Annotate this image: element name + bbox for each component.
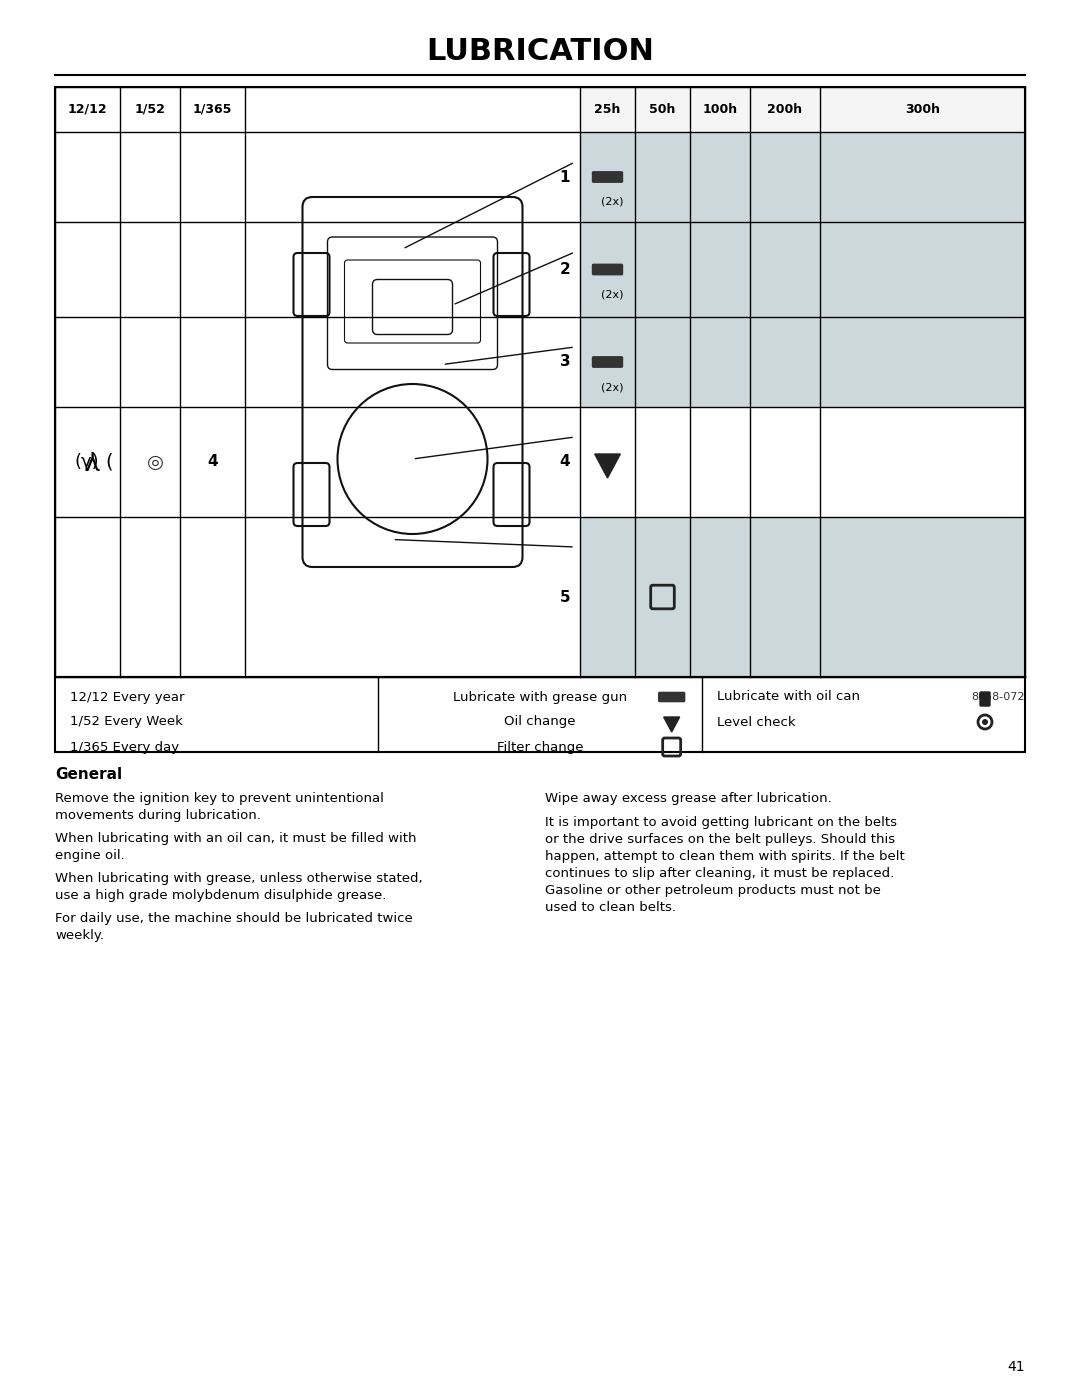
Bar — [580, 517, 1025, 678]
FancyBboxPatch shape — [593, 172, 622, 182]
Text: 25h: 25h — [594, 103, 621, 116]
Text: 2: 2 — [559, 263, 570, 277]
Text: Filter change: Filter change — [497, 740, 583, 753]
Text: Lubricate with grease gun: Lubricate with grease gun — [453, 690, 627, 704]
Polygon shape — [664, 717, 679, 732]
Text: 1: 1 — [559, 169, 570, 184]
Text: 4: 4 — [559, 454, 570, 469]
Text: 41: 41 — [1008, 1361, 1025, 1375]
Text: 5: 5 — [559, 590, 570, 605]
Text: 1/365: 1/365 — [193, 103, 232, 116]
Text: For daily use, the machine should be lubricated twice
weekly.: For daily use, the machine should be lub… — [55, 912, 413, 942]
Text: Oil change: Oil change — [504, 715, 576, 728]
Text: (2x): (2x) — [602, 289, 624, 299]
FancyBboxPatch shape — [593, 356, 622, 367]
Text: 1/365 Every day: 1/365 Every day — [70, 740, 179, 753]
Text: 1/52 Every Week: 1/52 Every Week — [70, 715, 183, 728]
Text: 100h: 100h — [702, 103, 738, 116]
Text: 200h: 200h — [768, 103, 802, 116]
Bar — [55, 87, 1025, 678]
Text: When lubricating with an oil can, it must be filled with
engine oil.: When lubricating with an oil can, it mus… — [55, 833, 417, 862]
Text: (: ( — [105, 453, 112, 472]
Text: 300h: 300h — [905, 103, 940, 116]
FancyBboxPatch shape — [593, 264, 622, 275]
Text: ◎: ◎ — [147, 453, 163, 472]
Text: 8058-072: 8058-072 — [972, 692, 1025, 703]
Circle shape — [982, 719, 988, 725]
Text: LUBRICATION: LUBRICATION — [427, 38, 653, 67]
Text: (2x): (2x) — [602, 197, 624, 207]
Text: (2x): (2x) — [602, 381, 624, 393]
Bar — [55, 678, 1025, 752]
Text: Level check: Level check — [717, 715, 795, 728]
FancyBboxPatch shape — [659, 693, 685, 701]
Text: 12/12: 12/12 — [68, 103, 107, 116]
Text: 3: 3 — [559, 355, 570, 369]
Text: 50h: 50h — [649, 103, 676, 116]
Text: When lubricating with grease, unless otherwise stated,
use a high grade molybden: When lubricating with grease, unless oth… — [55, 872, 422, 902]
Text: 4: 4 — [207, 454, 218, 469]
Polygon shape — [595, 454, 620, 478]
Text: (γ): (γ) — [75, 453, 99, 471]
Bar — [580, 317, 1025, 407]
Bar — [580, 222, 1025, 317]
Text: Remove the ignition key to prevent unintentional
movements during lubrication.: Remove the ignition key to prevent unint… — [55, 792, 383, 821]
Text: Lubricate with oil can: Lubricate with oil can — [717, 690, 860, 704]
Text: 12/12 Every year: 12/12 Every year — [70, 690, 185, 704]
Bar — [580, 87, 1025, 131]
Text: Wipe away excess grease after lubrication.: Wipe away excess grease after lubricatio… — [545, 792, 832, 805]
Bar — [580, 131, 1025, 222]
FancyBboxPatch shape — [980, 692, 990, 705]
Text: It is important to avoid getting lubricant on the belts
or the drive surfaces on: It is important to avoid getting lubrica… — [545, 816, 905, 914]
Text: γ: γ — [85, 450, 99, 474]
Text: General: General — [55, 767, 122, 782]
Text: 1/52: 1/52 — [135, 103, 165, 116]
